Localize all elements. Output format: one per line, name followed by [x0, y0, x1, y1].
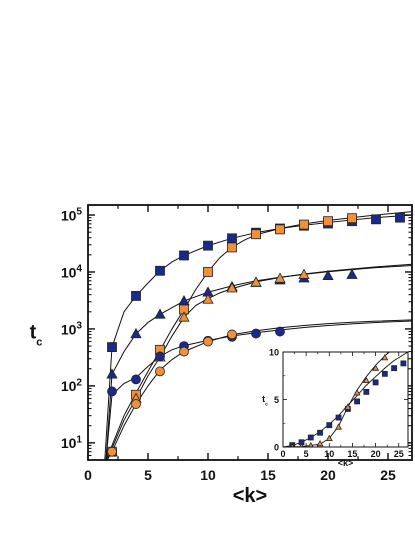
main-y-tick-label: 105 [61, 206, 83, 223]
main-x-tick-label: 25 [380, 467, 396, 483]
main-series-5-point-3 [155, 351, 165, 362]
main-series-2-point-6 [227, 242, 237, 253]
inset-x-tick-label: 25 [394, 449, 404, 459]
main-series-1-point-13 [395, 212, 405, 223]
main-series-3-point-4 [178, 294, 190, 306]
main-series-3-point-2 [130, 327, 142, 339]
inset-series-1-point-3 [307, 434, 314, 441]
main-frame [87, 204, 413, 461]
main-series-1-point-12 [371, 214, 381, 225]
main-series-2-point-11 [347, 213, 357, 224]
main-y-tick-label: 101 [61, 434, 83, 451]
inset-x-tick-label: 10 [324, 449, 334, 459]
main-series-4-point-8 [274, 272, 286, 283]
main-markers [106, 212, 405, 457]
main-series-5-point-1 [107, 386, 117, 397]
main-series-6-point-4 [179, 346, 189, 357]
main-series-6-point-3 [155, 366, 165, 377]
inset-series-1-point-9 [363, 388, 370, 395]
main-series-4-point-9 [298, 268, 310, 279]
inset-series-2-point-2 [299, 442, 304, 447]
inset-y-tick-label: 0 [274, 442, 279, 452]
main-series-2-point-8 [275, 224, 285, 235]
inset-x-tick-label: 15 [347, 449, 357, 459]
main-series-2-point-5 [203, 267, 213, 277]
main-series-5-point-7 [251, 328, 261, 339]
inset-series-2-point-5 [325, 434, 333, 441]
main-series-5-point-2 [131, 374, 141, 385]
main-y-tick-label: 103 [61, 320, 83, 337]
inset-series-2-point-7 [344, 403, 352, 410]
main-series-1-point-4 [179, 250, 189, 261]
main-x-axis-label: <k> [233, 485, 267, 507]
main-y-axis-label: tc [30, 322, 43, 349]
main-series-3-point-11 [346, 268, 358, 279]
main-series-4-point-7 [250, 276, 262, 287]
main-x-tick-label: 20 [320, 467, 336, 483]
main-series-1-point-5 [203, 240, 213, 251]
inset-series-1-point-11 [381, 370, 388, 377]
main-x-tick-label: 10 [200, 467, 216, 483]
inset-x-tick-label: 0 [280, 449, 285, 459]
main-series-2-point-9 [299, 219, 309, 230]
main-series-3-point-3 [154, 308, 166, 319]
inset-series-1-point-8 [354, 398, 360, 405]
main-series-5-point-8 [275, 326, 285, 337]
inset-series-2-point-11 [381, 354, 389, 361]
main-series-1-point-6 [227, 233, 237, 244]
inset-series-1-point-10 [372, 379, 379, 386]
inset-y-tick-label: 5 [274, 395, 279, 405]
inset-y-axis-label: tc [262, 394, 268, 407]
inset-x-axis-label: <k> [338, 458, 354, 468]
main-series-4-point-6 [226, 282, 238, 293]
inset-x-tick-label: 5 [304, 449, 309, 459]
main-series-3-point-10 [322, 269, 334, 280]
main-x-tick-label: 5 [144, 467, 152, 483]
inset-series-2-point-6 [335, 423, 342, 430]
inset-y-tick-label: 10 [269, 347, 279, 357]
inset-series-1-point-13 [400, 360, 407, 367]
main-series-6 [107, 329, 237, 457]
inset-series-1-point-12 [391, 365, 398, 372]
main-series-4-point-4 [178, 311, 190, 322]
inset-series-2-point-8 [353, 389, 361, 396]
inset-background [283, 352, 408, 447]
inset-series-2-point-4 [316, 439, 324, 447]
main-x-tick-label: 15 [260, 467, 276, 483]
main-series-6-point-2 [131, 399, 141, 409]
main-x-tick-label: 0 [84, 467, 92, 483]
main-series-2-point-10 [323, 216, 333, 227]
main-series-6-point-1 [107, 446, 117, 457]
inset-series-1-point-6 [335, 414, 342, 421]
inset-series-2-point-3 [307, 441, 314, 447]
inset-x-tick-label: 20 [371, 449, 381, 459]
main-series-4-point-5 [202, 293, 214, 304]
main-series-6-point-6 [227, 329, 237, 340]
main-series-1-point-3 [155, 265, 165, 276]
main-series-1-point-2 [131, 291, 141, 301]
main-series-1-point-1 [107, 342, 117, 352]
main-y-tick-label: 104 [61, 263, 83, 280]
main-series-3-point-1 [106, 368, 118, 379]
inset-plot: 0 5 10 15 20 25 0 5 10 <k> tc [262, 347, 409, 468]
inset-series-1-point-4 [317, 429, 323, 436]
main-y-tick-label: 102 [61, 377, 83, 394]
main-fit-curve-3 [105, 265, 412, 460]
inset-series-2-point-10 [372, 364, 380, 371]
main-series-6-point-5 [203, 336, 213, 347]
main-series-2-point-7 [251, 229, 261, 240]
inset-series-1-point-5 [326, 422, 333, 429]
inset-series-2-point-9 [362, 376, 370, 384]
